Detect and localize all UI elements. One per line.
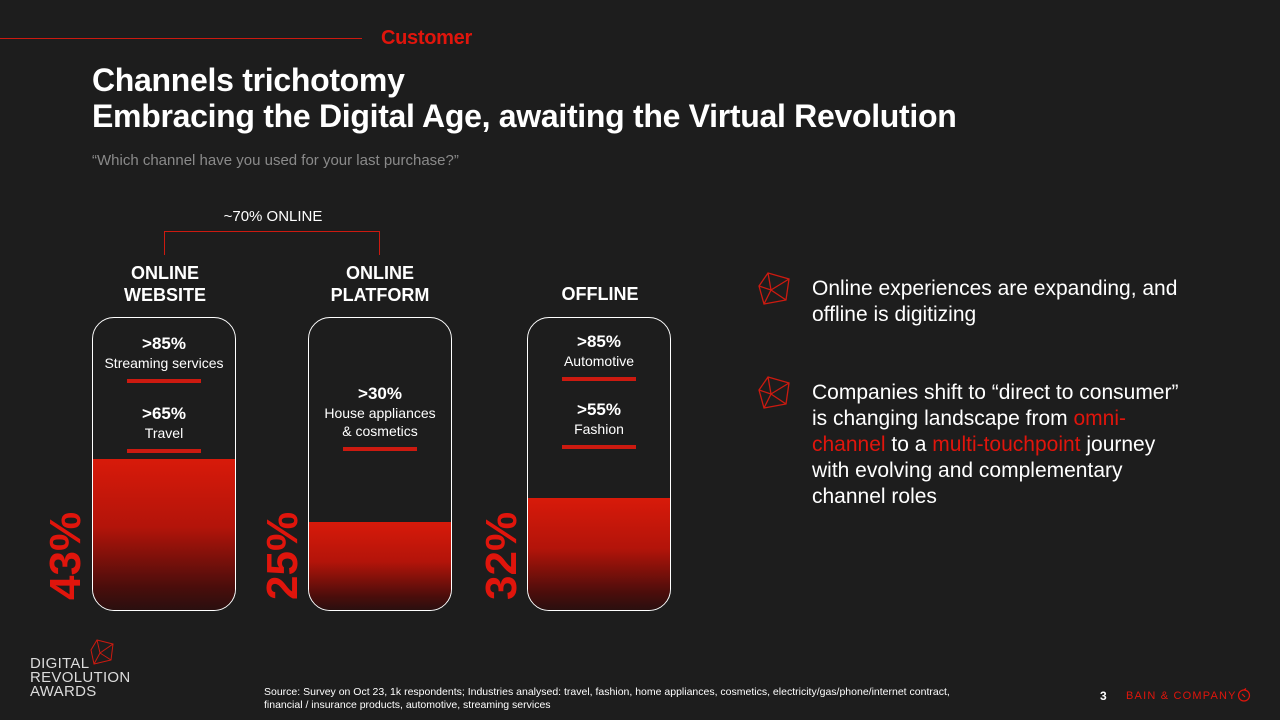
stat-automotive: >85% Automotive — [528, 332, 670, 381]
key-point-direct-to-consumer: Companies shift to “direct to consumer” … — [812, 380, 1192, 510]
column-header-line: ONLINE — [130, 263, 199, 283]
page-title-line2: Embracing the Digital Age, awaiting the … — [92, 98, 957, 134]
cube-icon — [90, 639, 114, 665]
stat-label: Travel — [144, 425, 184, 441]
logo-line: DIGITAL — [30, 655, 90, 672]
bain-logo-icon — [1237, 688, 1251, 702]
stat-value: >65% — [142, 404, 186, 423]
stat-underline — [562, 445, 636, 449]
stat-fashion: >55% Fashion — [528, 400, 670, 449]
column-header-offline: OFFLINE — [527, 283, 673, 305]
bain-company-brand: BAIN & COMPANY — [1126, 690, 1237, 702]
stat-underline — [127, 379, 201, 383]
channel-box-online-website: >85% Streaming services >65% Travel — [92, 317, 236, 611]
key-point-online-expanding: Online experiences are expanding, and of… — [812, 277, 1178, 326]
column-header-line: ONLINE — [345, 263, 414, 283]
share-percent-offline: 32% — [477, 511, 526, 600]
share-fill — [93, 459, 235, 610]
section-divider-line — [0, 38, 362, 39]
highlight-multi-touchpoint: multi-touchpoint — [932, 433, 1081, 456]
logo-line: REVOLUTION — [30, 669, 131, 686]
stat-underline — [343, 447, 417, 451]
page-title-line1: Channels trichotomy — [92, 62, 405, 98]
cube-icon — [758, 376, 790, 409]
stat-label: House appliances — [324, 405, 436, 421]
online-bracket — [164, 231, 380, 255]
share-percent-online-platform: 25% — [258, 511, 307, 600]
logo-line: AWARDS — [30, 683, 97, 700]
cube-icon — [758, 272, 790, 305]
online-bracket-label: ~70% ONLINE — [223, 208, 323, 225]
stat-value: >85% — [142, 334, 186, 353]
column-header-online-platform: ONLINE PLATFORM — [307, 262, 453, 306]
key-point-text: to a — [885, 433, 933, 456]
stat-value: >30% — [358, 384, 402, 403]
column-header-line: PLATFORM — [330, 285, 430, 305]
survey-question: “Which channel have you used for your la… — [92, 152, 459, 169]
channel-box-offline: >85% Automotive >55% Fashion — [527, 317, 671, 611]
stat-house-appliances: >30% House appliances & cosmetics — [309, 384, 451, 451]
stat-underline — [562, 377, 636, 381]
stat-label: Fashion — [574, 421, 624, 437]
share-fill — [309, 522, 451, 610]
stat-label: Streaming services — [104, 355, 224, 371]
stat-streaming: >85% Streaming services — [93, 334, 235, 383]
stat-value: >85% — [577, 332, 621, 351]
stat-label: Automotive — [563, 353, 635, 369]
stat-travel: >65% Travel — [93, 404, 235, 453]
stat-value: >55% — [577, 400, 621, 419]
share-fill — [528, 498, 670, 610]
share-percent-online-website: 43% — [41, 511, 90, 600]
page-title: Channels trichotomy Embracing the Digita… — [92, 62, 957, 134]
column-header-online-website: ONLINE WEBSITE — [92, 262, 238, 306]
highlight-omni-channel: omni-channel — [812, 407, 1127, 456]
digital-revolution-awards-logo: DIGITAL REVOLUTION AWARDS — [30, 655, 131, 700]
page-number: 3 — [1100, 689, 1107, 703]
source-note: Source: Survey on Oct 23, 1k respondents… — [264, 686, 950, 711]
channel-box-online-platform: >30% House appliances & cosmetics — [308, 317, 452, 611]
key-point-text: journey with evolving and complementary … — [812, 433, 1156, 508]
column-header-line: WEBSITE — [123, 285, 206, 305]
stat-label: & cosmetics — [342, 423, 418, 439]
column-header-line: OFFLINE — [561, 284, 639, 304]
key-point-text: Companies shift to “direct to consumer” … — [812, 381, 1179, 430]
stat-underline — [127, 449, 201, 453]
section-label: Customer — [381, 27, 472, 49]
